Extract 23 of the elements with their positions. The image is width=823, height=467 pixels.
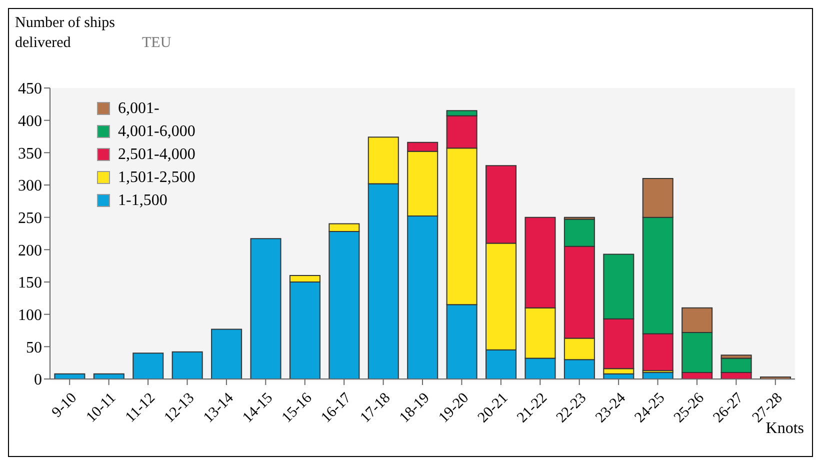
y-tick-label: 350 bbox=[18, 145, 42, 162]
legend-label: 4,001-6,000 bbox=[118, 122, 196, 140]
y-tick-label: 400 bbox=[18, 113, 42, 130]
x-axis-title: Knots bbox=[766, 420, 804, 438]
legend-title: TEU bbox=[142, 34, 172, 53]
legend-label: 1-1,500 bbox=[118, 192, 168, 210]
y-axis-title: Number of ships delivered bbox=[15, 14, 116, 53]
legend-label: 1,501-2,500 bbox=[118, 168, 196, 186]
y-tick-label: 300 bbox=[18, 178, 42, 195]
y-tick-label: 0 bbox=[34, 372, 42, 389]
bar bbox=[211, 328, 242, 379]
bar bbox=[172, 351, 203, 379]
y-tick-label: 250 bbox=[18, 210, 42, 228]
bar bbox=[250, 238, 282, 379]
bar bbox=[132, 352, 164, 379]
y-tick-label: 150 bbox=[18, 274, 42, 292]
legend-label: 6,001- bbox=[118, 100, 160, 118]
y-tick-label: 450 bbox=[18, 80, 42, 98]
legend-label: 2,501-4,000 bbox=[118, 146, 196, 164]
y-tick-label: 50 bbox=[26, 339, 42, 356]
y-tick-label: 100 bbox=[18, 307, 42, 324]
y-tick-label: 200 bbox=[18, 242, 42, 260]
x-tick-label: 9-10 bbox=[49, 390, 80, 421]
